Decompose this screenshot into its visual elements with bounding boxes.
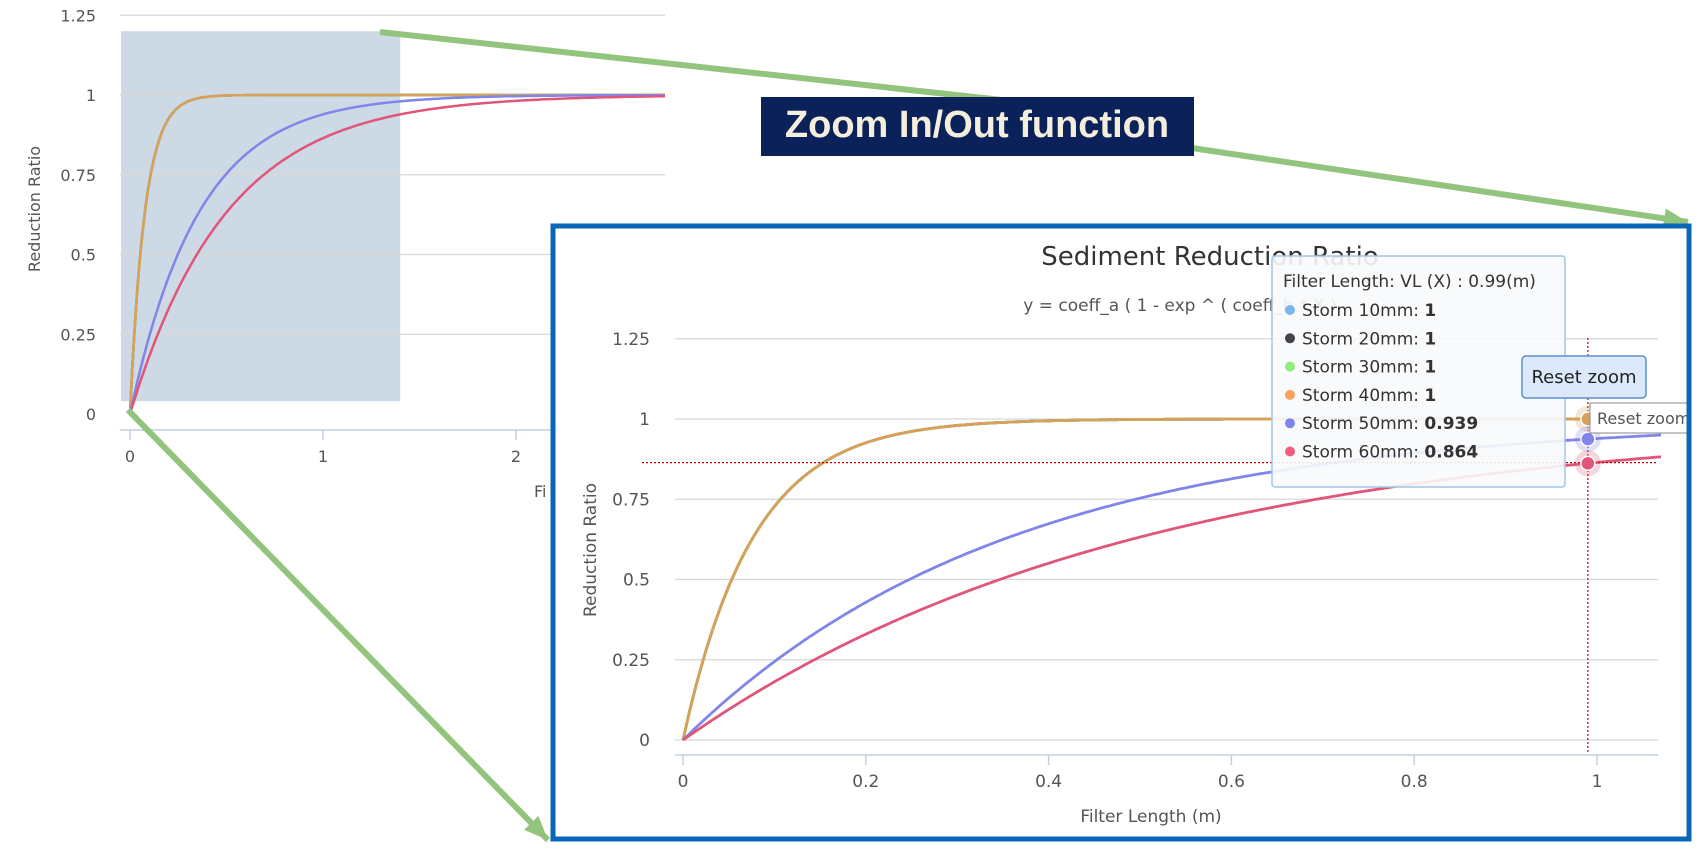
- tooltip-row-value: 0.864: [1424, 443, 1478, 463]
- zoomed-y-tick-labels: 0 0.25 0.5 0.75 1 1.25: [612, 330, 650, 751]
- background-series-line: [128, 94, 666, 415]
- tooltip-row: Storm 20mm: 1: [1302, 329, 1436, 349]
- callout-background: [761, 97, 1194, 156]
- tooltip-row-value: 1: [1424, 386, 1436, 406]
- reset-zoom-hint: Reset zoom: [1589, 402, 1690, 434]
- zoomed-y-tick-label: 0.5: [623, 571, 650, 591]
- tooltip-row-label: Storm 10mm:: [1302, 301, 1424, 321]
- callout-label: Zoom In/Out function: [785, 104, 1169, 146]
- tooltip-row-value: 1: [1424, 358, 1436, 378]
- tooltip-row-label: Storm 20mm:: [1302, 329, 1424, 349]
- tooltip-series-dot: [1285, 446, 1295, 457]
- callout-arrows: [125, 29, 1689, 843]
- background-x-tick-label: 1: [318, 447, 328, 466]
- background-y-tick-label: 0.25: [60, 325, 96, 344]
- zoomed-y-tick-label: 1.25: [612, 330, 650, 350]
- reset-zoom-button[interactable]: Reset zoom: [1521, 355, 1647, 399]
- zoomed-y-axis-label: Reduction Ratio: [581, 483, 601, 617]
- tooltip-row-label: Storm 50mm:: [1302, 414, 1424, 434]
- tooltip-header: Filter Length: VL (X) : 0.99(m): [1283, 272, 1536, 292]
- zoomed-x-tick-label: 0.2: [852, 772, 879, 792]
- zoomed-y-tick-label: 1: [639, 410, 650, 430]
- zoomed-x-axis-label: Filter Length (m): [1080, 807, 1221, 827]
- tooltip-row: Storm 60mm: 0.864: [1302, 443, 1478, 463]
- zoomed-x-tick-label: 0.6: [1218, 772, 1245, 792]
- tooltip-series-dot: [1285, 333, 1295, 344]
- background-series-lines: [128, 93, 666, 415]
- hover-marker: [1580, 455, 1596, 472]
- zoomed-x-tick-label: 1: [1592, 772, 1603, 792]
- tooltip-series-dot: [1285, 418, 1295, 429]
- tooltip-row: Storm 50mm: 0.939: [1302, 414, 1478, 434]
- tooltip-row-label: Storm 60mm:: [1302, 443, 1424, 463]
- zoom-callout: Zoom In/Out function: [761, 97, 1194, 156]
- zoomed-x-tick-label: 0: [678, 772, 689, 792]
- background-x-tick-labels: 0 1 2: [125, 430, 521, 466]
- chart-subtitle: y = coeff_a ( 1 - exp ^ ( coeff_b * X ): [1023, 296, 1336, 316]
- background-y-tick-label: 0: [86, 405, 96, 424]
- hover-marker: [1580, 431, 1596, 447]
- reset-zoom-button-bg[interactable]: [1521, 355, 1647, 399]
- tooltip-row-value: 0.939: [1424, 414, 1478, 434]
- background-y-tick-label: 1.25: [60, 6, 96, 25]
- tooltip-row: Storm 30mm: 1: [1302, 358, 1436, 378]
- zoomed-chart-frame: [550, 223, 1692, 842]
- zoom-selection-area[interactable]: [121, 31, 401, 402]
- background-y-axis-label: Reduction Ratio: [25, 146, 44, 272]
- zoomed-x-tick-label: 0.8: [1401, 772, 1428, 792]
- tooltip-row: Storm 40mm: 1: [1302, 386, 1436, 406]
- reset-zoom-hint-box: [1589, 402, 1690, 434]
- reset-zoom-label[interactable]: Reset zoom: [1531, 367, 1636, 388]
- tooltip-series-dot: [1285, 305, 1295, 315]
- zoomed-grid: [675, 338, 1658, 741]
- background-y-tick-label: 0.5: [71, 246, 96, 265]
- reset-zoom-hint-text: Reset zoom: [1597, 409, 1690, 428]
- background-chart: 0 0.25 0.5 0.75 1 1.25 0 1 2 Reduction Ratio Fi: [25, 6, 666, 501]
- zoomed-y-tick-label: 0.75: [612, 490, 650, 510]
- zoomed-x-tick-labels: 0 0.2 0.4 0.6 0.8 1: [678, 755, 1603, 792]
- callout-arrow-head-3: [524, 815, 548, 840]
- callout-arrow-head-2: [1662, 208, 1688, 229]
- zoomed-x-tick-label: 0.4: [1035, 772, 1062, 792]
- tooltip-row: Storm 10mm: 1: [1302, 301, 1436, 321]
- callout-arrow-3: [125, 407, 551, 843]
- tooltip-row-value: 1: [1424, 329, 1436, 349]
- tooltip-row-label: Storm 40mm:: [1302, 386, 1424, 406]
- background-x-axis-label: Fi: [534, 482, 546, 501]
- tooltip-series-dot: [1285, 389, 1295, 400]
- background-x-tick-label: 0: [125, 447, 135, 466]
- background-series-line: [128, 93, 665, 415]
- background-y-tick-labels: 0 0.25 0.5 0.75 1 1.25: [60, 6, 96, 424]
- tooltip-series-dot: [1285, 361, 1295, 372]
- background-y-tick-label: 0.75: [60, 166, 96, 185]
- data-tooltip: Filter Length: VL (X) : 0.99(m) Storm 10…: [1271, 255, 1566, 488]
- callout-arrow-1: [379, 29, 1021, 105]
- tooltip-row-value: 1: [1424, 301, 1436, 321]
- tooltip-row-label: Storm 30mm:: [1302, 358, 1424, 378]
- background-y-tick-label: 1: [86, 86, 96, 105]
- zoomed-chart-panel: Sediment Reduction Ratio y = coeff_a ( 1…: [550, 223, 1692, 842]
- zoomed-y-tick-label: 0.25: [612, 651, 650, 671]
- background-x-tick-label: 2: [511, 447, 521, 466]
- callout-arrow-2: [1191, 145, 1689, 225]
- zoomed-y-tick-label: 0: [639, 731, 650, 751]
